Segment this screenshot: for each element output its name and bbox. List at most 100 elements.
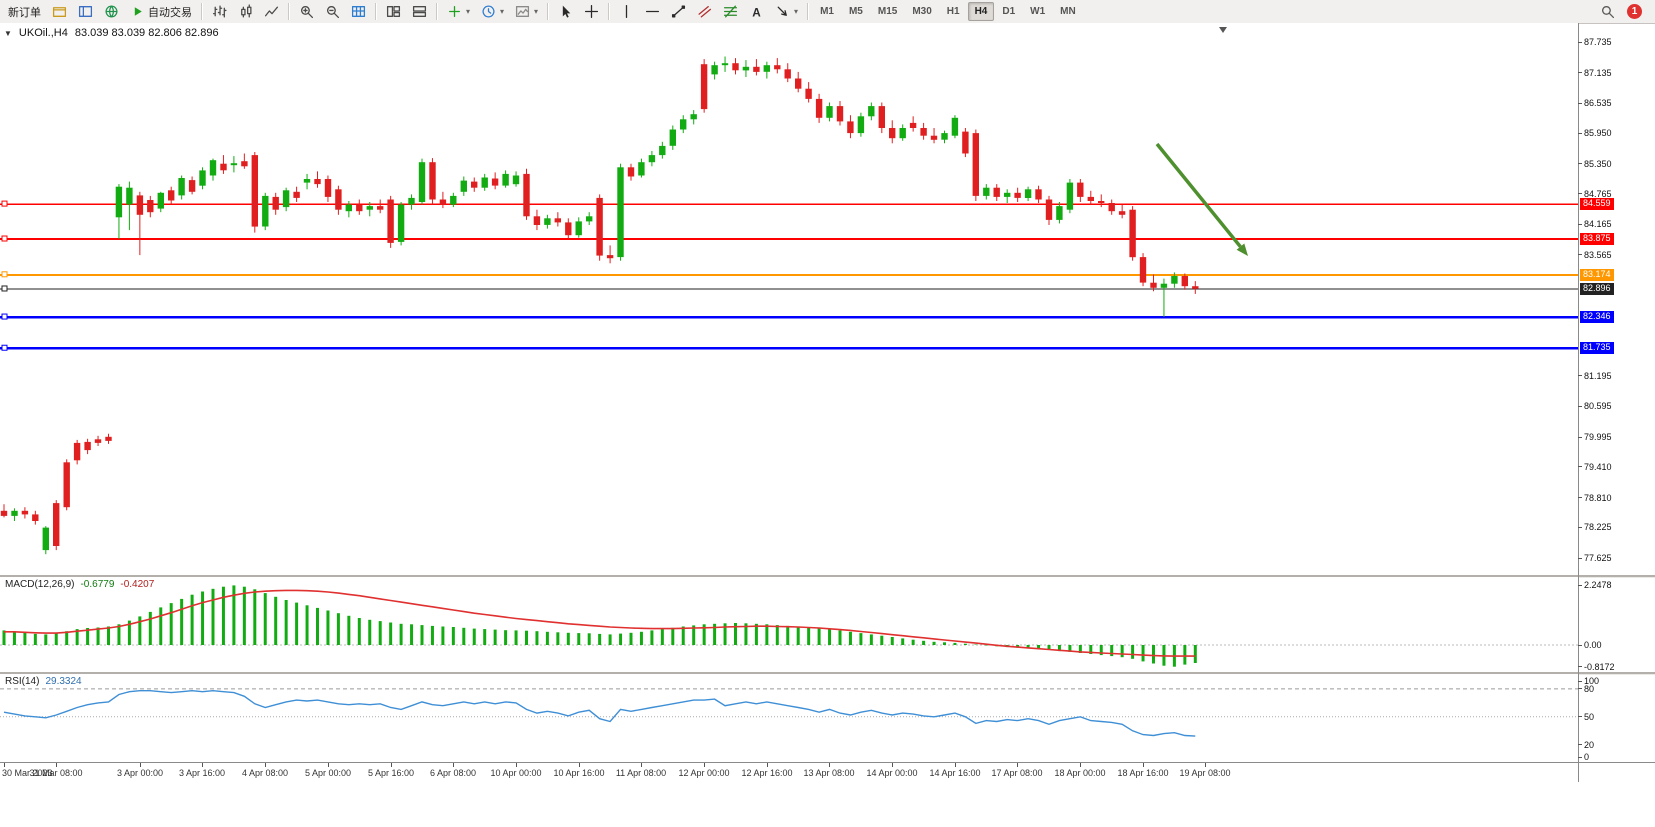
macd-scale-tick (1578, 644, 1582, 646)
rsi-scale-label: 50 (1584, 711, 1595, 722)
horizontal-line-82.896[interactable] (0, 285, 1578, 292)
macd-pane-canvas[interactable] (0, 577, 1578, 672)
time-axis-label: 19 Apr 08:00 (1179, 768, 1231, 778)
price-scale-label: 81.195 (1584, 370, 1612, 381)
notification-badge[interactable]: 1 (1627, 4, 1642, 19)
time-scale-tick (1143, 763, 1144, 767)
globe-icon (105, 5, 118, 18)
dropdown-arrow-icon: ▾ (500, 7, 505, 16)
timeframe-M5-button[interactable]: M5 (848, 6, 863, 17)
tilev-icon (412, 6, 427, 17)
price-scale-label: 87.735 (1584, 37, 1612, 47)
trend-arrow-annotation[interactable] (1155, 142, 1248, 256)
profiles-button[interactable] (73, 1, 98, 22)
time-axis-label: 4 Apr 08:00 (241, 768, 289, 778)
macd-name: MACD(12,26,9) (5, 579, 75, 590)
add-indicator-button[interactable]: ▾ (442, 1, 475, 22)
time-scale-tick (767, 763, 768, 767)
horizontal-line-81.735[interactable] (0, 344, 1578, 351)
price-badge-81.735: 81.735 (1580, 342, 1614, 355)
timeframe-W1-button[interactable]: W1 (1030, 6, 1046, 17)
cascade-windows-button[interactable] (407, 1, 432, 22)
time-axis-label: 31 Mar 08:00 (29, 768, 83, 778)
symbol-ohlc-readout: ▼ UKOil.,H4 83.039 83.039 82.806 82.896 (4, 27, 219, 39)
rsi-scale-label: 80 (1584, 683, 1595, 694)
price-scale-tick (1578, 132, 1582, 134)
zoom-out-button[interactable] (320, 1, 345, 22)
timeframe-M15-button[interactable]: M15 (877, 6, 898, 17)
trendline-button[interactable] (666, 1, 691, 22)
data-window-button[interactable] (99, 1, 124, 22)
timeframe-D1-button[interactable]: D1 (1002, 6, 1016, 17)
equidistant-channel-button[interactable] (692, 1, 717, 22)
price-scale-tick (1578, 466, 1582, 468)
tile-windows-button[interactable] (381, 1, 406, 22)
price-scale-label: 78.225 (1584, 522, 1612, 533)
text-label-button[interactable]: A (744, 1, 769, 22)
toolbar-right-group: 1 (1595, 1, 1652, 22)
crosshair-button[interactable] (579, 1, 604, 22)
horizontal-line-button[interactable] (640, 1, 665, 22)
timeframe-H1-button[interactable]: H1 (946, 6, 960, 17)
zoom-in-button[interactable] (294, 1, 319, 22)
time-scale-tick (579, 763, 580, 767)
horizontal-line-82.346[interactable] (0, 313, 1578, 320)
time-scale-tick (641, 763, 642, 767)
price-scale-tick (1578, 405, 1582, 407)
search-button[interactable] (1595, 1, 1620, 22)
vertical-line-button[interactable] (614, 1, 639, 22)
timeframe-H4-button[interactable]: H4 (967, 2, 995, 21)
time-axis-label: 17 Apr 08:00 (991, 768, 1043, 778)
price-scale-divider (1578, 23, 1579, 782)
new-order-button[interactable]: 新订单 (3, 1, 46, 22)
price-scale-tick (1578, 223, 1582, 225)
horizontal-line-83.875[interactable] (0, 235, 1578, 242)
crosshair-icon (585, 4, 599, 19)
candlestick-chart-button[interactable] (233, 1, 258, 22)
time-axis-label: 11 Apr 08:00 (615, 768, 667, 778)
time-axis-label: 3 Apr 00:00 (116, 768, 164, 778)
new-chart-button[interactable] (47, 1, 72, 22)
template-button[interactable]: ▾ (510, 1, 543, 22)
horizontal-line-83.174[interactable] (0, 271, 1578, 278)
chart-shift-marker (1219, 27, 1227, 33)
arrows-button[interactable]: ▾ (770, 1, 803, 22)
line-chart-button[interactable] (259, 1, 284, 22)
autotrading-button-label: 自动交易 (148, 6, 192, 19)
bar-chart-button[interactable] (207, 1, 232, 22)
timeframe-M1-button[interactable]: M1 (820, 6, 834, 17)
price-badge-83.174: 83.174 (1580, 268, 1614, 281)
new-order-button-label: 新订单 (8, 6, 41, 19)
grid-icon (351, 6, 366, 17)
time-scale-tick (704, 763, 705, 767)
time-axis-label: 30 Mar 2023 (2, 768, 53, 778)
fibonacci-button[interactable] (718, 1, 743, 22)
zoomout-icon (327, 6, 340, 19)
grid-button[interactable] (346, 1, 371, 22)
rsi-pane-canvas[interactable] (0, 674, 1578, 762)
svg-text:A: A (752, 6, 761, 19)
plus-icon (449, 6, 460, 17)
cursor-button[interactable] (553, 1, 578, 22)
timeframe-MN-button[interactable]: MN (1060, 6, 1076, 17)
symbol-marker-icon[interactable]: ▼ (4, 28, 12, 38)
zoomin-icon (301, 6, 314, 19)
price-scale-label: 84.165 (1584, 219, 1612, 230)
time-axis-label: 10 Apr 00:00 (490, 768, 542, 778)
clock-icon (482, 5, 495, 18)
period-menu-button[interactable]: ▾ (476, 1, 509, 22)
time-axis-label: 13 Apr 08:00 (803, 768, 855, 778)
timeframe-M30-button[interactable]: M30 (912, 6, 932, 17)
autotrading-button[interactable]: 自动交易 (125, 1, 197, 22)
price-scale-tick (1578, 193, 1582, 195)
time-scale[interactable]: 30 Mar 2023 31 Mar 08:00 3 Apr 00:00 3 Apr … (0, 762, 1655, 784)
toolbar-separator (201, 3, 203, 20)
time-scale-tick (391, 763, 392, 767)
dropdown-arrow-icon: ▾ (794, 7, 799, 16)
price-chart-canvas[interactable] (0, 23, 1578, 575)
rsi-scale-tick (1578, 756, 1582, 758)
horizontal-line-84.559[interactable] (0, 200, 1578, 207)
price-scale-label: 80.595 (1584, 401, 1612, 412)
macd-scale-label: -0.8172 (1584, 661, 1615, 672)
toolbar-separator (807, 3, 810, 20)
